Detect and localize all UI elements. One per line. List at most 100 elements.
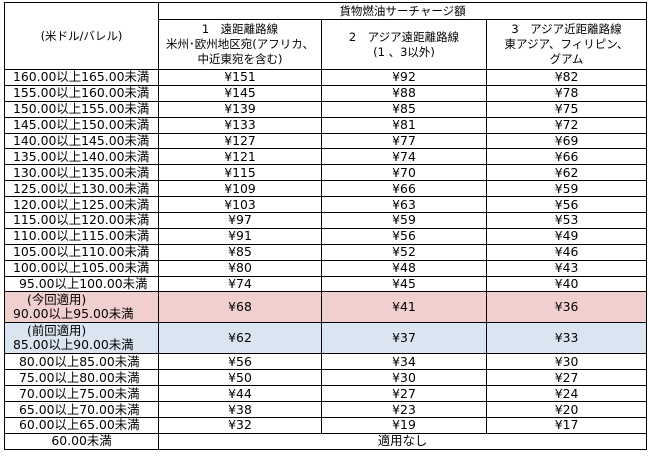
cell-col2: ¥56 xyxy=(321,227,487,245)
range-cell: 100.00以上105.00未満 xyxy=(4,259,159,277)
cell-col3: ¥53 xyxy=(485,212,648,229)
table-row: 75.00以上80.00未満 ¥50 ¥30 ¥27 xyxy=(4,369,648,387)
table-row: 120.00以上125.00未満 ¥103 ¥63 ¥56 xyxy=(4,196,648,214)
previous-label: (前回適用) xyxy=(27,323,87,339)
cell-col1: ¥85 xyxy=(158,243,322,261)
cell-col3: ¥17 xyxy=(485,417,648,434)
range-cell: 135.00以上140.00未満 xyxy=(4,148,159,166)
cell-col3: ¥62 xyxy=(485,164,648,182)
col3-line1: 3 アジア近距離路線 xyxy=(511,22,622,36)
cell-col1: ¥44 xyxy=(158,385,322,403)
cell-col3: ¥66 xyxy=(485,148,648,166)
current-col2: ¥41 xyxy=(321,291,487,324)
cell-col2: ¥45 xyxy=(321,275,487,293)
cell-col3: ¥24 xyxy=(485,385,648,403)
table-row: 115.00以上120.00未満 ¥97 ¥59 ¥53 xyxy=(4,212,648,229)
range-cell: 150.00以上155.00未満 xyxy=(4,100,159,118)
fuel-surcharge-table: (米ドル/バレル) 貨物燃油サーチャージ額 1 遠距離路線 米州･欧州地区宛(ア… xyxy=(4,2,648,450)
col-header-asia-long: 2 アジア遠距離路線 (1 、3以外) xyxy=(321,19,487,70)
cell-col1: ¥139 xyxy=(158,100,322,118)
cell-col2: ¥77 xyxy=(321,132,487,150)
cell-col2: ¥70 xyxy=(321,164,487,182)
current-col3: ¥36 xyxy=(485,291,648,324)
previous-range: 85.00以上90.00未満 xyxy=(13,337,134,353)
cell-col1: ¥32 xyxy=(158,417,322,434)
table-row: 135.00以上140.00未満 ¥121 ¥74 ¥66 xyxy=(4,148,648,166)
table-row: 140.00以上145.00未満 ¥127 ¥77 ¥69 xyxy=(4,132,648,150)
cell-col1: ¥38 xyxy=(158,401,322,419)
cell-col2: ¥74 xyxy=(321,148,487,166)
none-range-cell: 60.00未満 xyxy=(4,432,159,450)
previous-range-cell: (前回適用) 85.00以上90.00未満 xyxy=(4,322,159,355)
table-row: 145.00以上150.00未満 ¥133 ¥81 ¥72 xyxy=(4,116,648,134)
previous-col2: ¥37 xyxy=(321,322,487,355)
cell-col1: ¥97 xyxy=(158,212,322,229)
range-cell: 115.00以上120.00未満 xyxy=(4,212,159,229)
table-row: 155.00以上160.00未満 ¥145 ¥88 ¥78 xyxy=(4,84,648,102)
range-cell: 140.00以上145.00未満 xyxy=(4,132,159,150)
table-row: 130.00以上135.00未満 ¥115 ¥70 ¥62 xyxy=(4,164,648,182)
cell-col2: ¥23 xyxy=(321,401,487,419)
cell-col3: ¥59 xyxy=(485,180,648,198)
range-cell: 130.00以上135.00未満 xyxy=(4,164,159,182)
cell-col1: ¥91 xyxy=(158,227,322,245)
table-row: 110.00以上115.00未満 ¥91 ¥56 ¥49 xyxy=(4,227,648,245)
col1-line3: 中近東宛を含む) xyxy=(197,52,283,66)
col1-line2: 米州･欧州地区宛(アフリカ、 xyxy=(165,37,314,51)
range-cell: 70.00以上75.00未満 xyxy=(4,385,159,403)
col3-line2: 東アジア、フィリピン、 xyxy=(504,37,629,51)
table-row: 150.00以上155.00未満 ¥139 ¥85 ¥75 xyxy=(4,100,648,118)
cell-col2: ¥88 xyxy=(321,84,487,102)
cell-col2: ¥30 xyxy=(321,369,487,387)
not-applicable-row: 60.00未満 適用なし xyxy=(4,432,648,450)
table-row: 160.00以上165.00未満 ¥151 ¥92 ¥82 xyxy=(4,69,648,86)
range-cell: 155.00以上160.00未満 xyxy=(4,84,159,102)
cell-col3: ¥78 xyxy=(485,84,648,102)
cell-col2: ¥34 xyxy=(321,353,487,371)
table-row: 70.00以上75.00未満 ¥44 ¥27 ¥24 xyxy=(4,385,648,403)
cell-col1: ¥121 xyxy=(158,148,322,166)
cell-col1: ¥80 xyxy=(158,259,322,277)
table-row: 65.00以上70.00未満 ¥38 ¥23 ¥20 xyxy=(4,401,648,419)
current-range: 90.00以上95.00未満 xyxy=(13,306,134,322)
range-cell: 95.00以上100.00未満 xyxy=(4,275,159,293)
unit-header: (米ドル/バレル) xyxy=(4,2,159,70)
range-cell: 110.00以上115.00未満 xyxy=(4,227,159,245)
cell-col3: ¥30 xyxy=(485,353,648,371)
col2-line2: (1 、3以外) xyxy=(373,44,435,59)
cell-col1: ¥145 xyxy=(158,84,322,102)
cell-col2: ¥63 xyxy=(321,196,487,214)
current-range-cell: (今回適用) 90.00以上95.00未満 xyxy=(4,291,159,324)
range-cell: 75.00以上80.00未満 xyxy=(4,369,159,387)
col1-line1: 1 遠距離路線 xyxy=(201,22,279,36)
table-row: 100.00以上105.00未満 ¥80 ¥48 ¥43 xyxy=(4,259,648,277)
range-cell: 120.00以上125.00未満 xyxy=(4,196,159,214)
range-cell: 125.00以上130.00未満 xyxy=(4,180,159,198)
current-label: (今回適用) xyxy=(27,292,87,308)
table-row: 105.00以上110.00未満 ¥85 ¥52 ¥46 xyxy=(4,243,648,261)
range-cell: 80.00以上85.00未満 xyxy=(4,353,159,371)
cell-col2: ¥92 xyxy=(321,69,487,86)
cell-col3: ¥20 xyxy=(485,401,648,419)
current-applied-row: (今回適用) 90.00以上95.00未満 ¥68 ¥41 ¥36 xyxy=(4,291,648,324)
cell-col2: ¥85 xyxy=(321,100,487,118)
table-row: 60.00以上65.00未満 ¥32 ¥19 ¥17 xyxy=(4,417,648,434)
cell-col2: ¥48 xyxy=(321,259,487,277)
cell-col2: ¥27 xyxy=(321,385,487,403)
cell-col1: ¥151 xyxy=(158,69,322,86)
none-value-cell: 適用なし xyxy=(157,432,648,450)
cell-col1: ¥127 xyxy=(158,132,322,150)
col2-line1: 2 アジア遠距離路線 xyxy=(348,29,460,44)
cell-col1: ¥115 xyxy=(158,164,322,182)
cell-col1: ¥56 xyxy=(158,353,322,371)
cell-col3: ¥27 xyxy=(485,369,648,387)
cell-col3: ¥49 xyxy=(485,227,648,245)
col-header-asia-short: 3 アジア近距離路線 東アジア、フィリピン、 グアム xyxy=(485,19,648,70)
cell-col3: ¥69 xyxy=(485,132,648,150)
table-row: 80.00以上85.00未満 ¥56 ¥34 ¥30 xyxy=(4,353,648,371)
table-row: 125.00以上130.00未満 ¥109 ¥66 ¥59 xyxy=(4,180,648,198)
cell-col2: ¥59 xyxy=(321,212,487,229)
cell-col1: ¥109 xyxy=(158,180,322,198)
cell-col3: ¥43 xyxy=(485,259,648,277)
cell-col2: ¥52 xyxy=(321,243,487,261)
